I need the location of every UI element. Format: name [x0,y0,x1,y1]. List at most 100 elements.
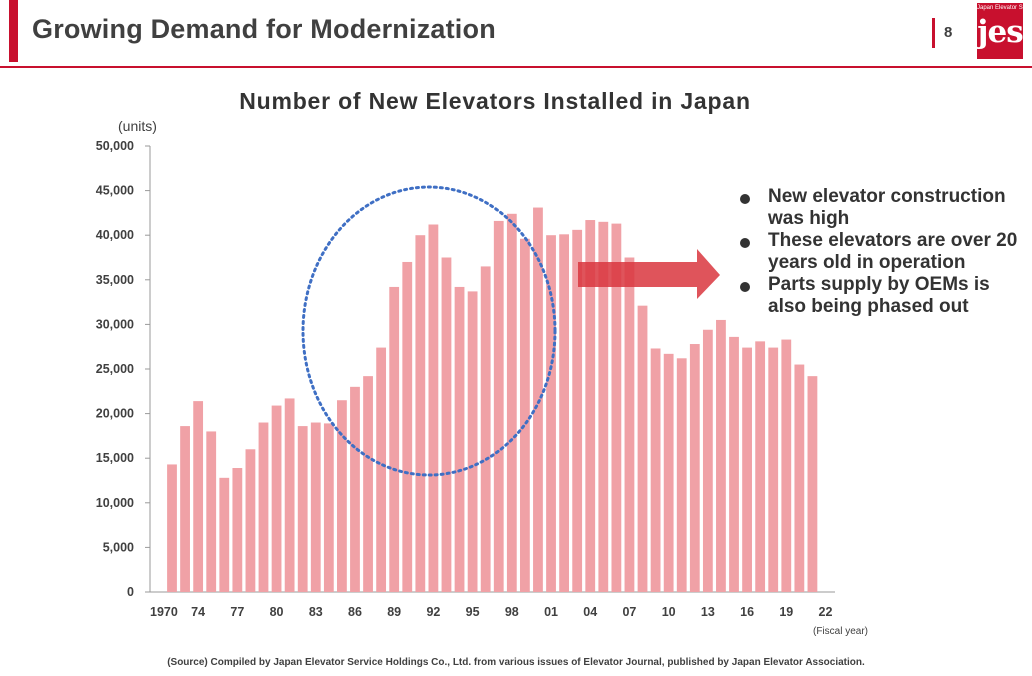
bar [689,344,700,592]
bar [742,347,752,592]
bar [729,336,739,592]
source-note: (Source) Compiled by Japan Elevator Serv… [167,657,865,668]
x-tick-label: 86 [348,605,362,619]
x-tick-label: 16 [740,605,754,619]
bar [781,339,792,592]
y-tick-label: 0 [127,585,134,599]
x-tick-label: 92 [426,605,440,619]
bar [493,220,504,593]
y-tick-label: 35,000 [96,273,134,287]
bar [611,223,622,592]
bar [167,464,177,592]
x-tick-label: 80 [270,605,284,619]
bar [310,422,321,592]
logo-big-text: jes [977,14,1023,50]
bar [624,257,635,592]
y-tick-label: 25,000 [96,362,134,376]
x-tick-label: 22 [819,605,833,619]
x-tick-label: 19 [779,605,793,619]
bar [467,291,478,592]
note-item: These elevators are over 20 years old in… [740,230,1030,274]
bar [428,224,439,592]
y-tick-label: 5,000 [103,540,134,554]
y-tick-label: 20,000 [96,407,134,421]
bar [193,401,204,592]
bar [297,426,308,592]
bar [663,353,674,592]
bar [350,386,360,592]
x-tick-label: 1970 [150,605,178,619]
bar [559,234,569,593]
note-text: Parts supply by OEMs is also being phase… [768,274,990,317]
x-axis-label: (Fiscal year) [813,626,868,637]
bar [506,213,517,593]
bar [546,235,556,592]
bar [768,347,779,592]
header-accent-bar [9,0,18,62]
x-tick-label: 89 [387,605,401,619]
note-text: New elevator construction was high [768,186,1006,229]
x-tick-label: 01 [544,605,558,619]
x-tick-label: 98 [505,605,519,619]
bar [206,431,217,592]
x-tick-label: 83 [309,605,323,619]
note-item: New elevator construction was high [740,186,1030,230]
highlight-ellipse [301,185,557,477]
bar [323,423,334,592]
bar [533,207,543,592]
y-tick-label: 50,000 [96,139,134,153]
bar [441,257,452,592]
page-title: Growing Demand for Modernization [32,14,496,44]
x-tick-label: 04 [583,605,597,619]
bar [572,229,583,592]
bar [585,220,596,592]
y-tick-label: 40,000 [96,228,134,242]
x-tick-label: 13 [701,605,715,619]
bar [180,426,190,592]
bullet-icon [740,194,750,204]
chart-title: Number of New Elevators Installed in Jap… [239,88,751,114]
note-item: Parts supply by OEMs is also being phase… [740,274,1030,318]
x-tick-label: 07 [622,605,636,619]
header: Growing Demand for Modernization 8 Japan… [0,0,1032,64]
bullet-icon [740,238,750,248]
x-tick-label: 74 [191,605,205,619]
bar [637,305,648,592]
bar [519,238,530,592]
bar [454,286,465,592]
bar [650,348,661,592]
bar [376,347,387,592]
bar [676,358,687,592]
y-tick-label: 45,000 [96,184,134,198]
y-tick-label: 15,000 [96,451,134,465]
bar [245,449,256,592]
bar [337,400,347,592]
bar [258,422,269,592]
page-number: 8 [944,24,953,41]
bar [480,266,491,592]
x-tick-label: 77 [230,605,244,619]
header-divider [0,66,1032,68]
x-tick-label: 95 [466,605,480,619]
notes-list: New elevator construction was high These… [740,186,1030,318]
company-logo: Japan Elevator Service jes [977,3,1024,59]
bar [716,319,726,592]
y-tick-label: 10,000 [96,496,134,510]
bar [271,405,282,592]
bar [807,376,818,592]
bar [219,477,230,592]
bar [415,235,426,592]
bar [598,221,609,592]
bar [794,364,805,592]
bar [284,398,295,592]
y-axis-label: (units) [118,118,157,134]
bar [363,376,373,592]
bar [755,341,766,592]
right-arrow-icon [578,249,720,299]
y-tick-label: 30,000 [96,317,134,331]
bullet-icon [740,282,750,292]
bar [232,468,243,592]
bar [389,286,400,592]
note-text: These elevators are over 20 years old in… [768,230,1018,273]
